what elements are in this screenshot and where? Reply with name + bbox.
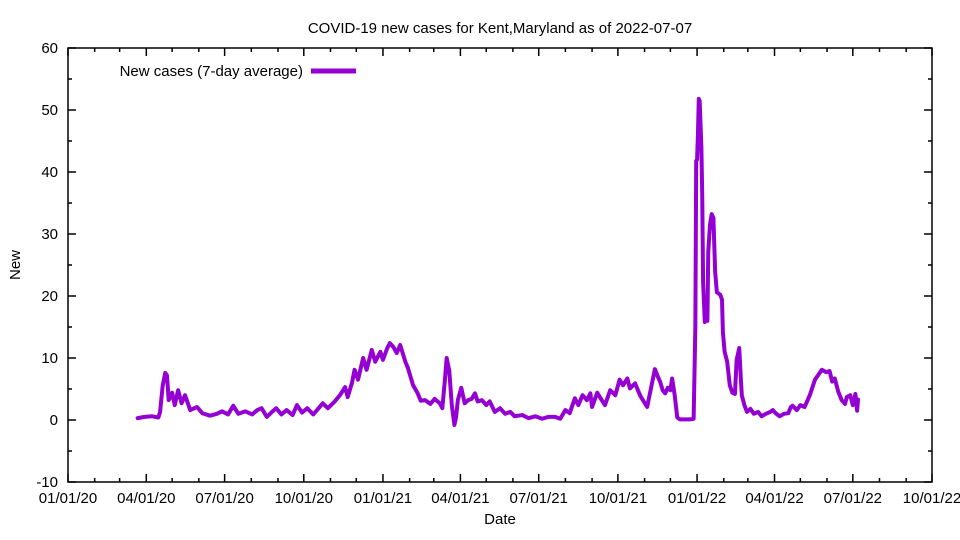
legend-label: New cases (7-day average) [120,63,303,80]
legend: New cases (7-day average) [120,63,356,80]
y-tick-label: -10 [36,474,58,491]
y-tick-label: 10 [41,350,58,367]
series-line [135,96,860,427]
x-axis-label: Date [484,511,516,528]
y-axis-label: New [7,250,24,280]
plot-border [67,47,933,483]
x-tick-label: 04/01/22 [745,490,803,507]
data-line-new-cases-7-day-average- [135,96,860,427]
axes: 01/01/20 04/01/20 07/01/20 10/01/20 01/01/21… [36,40,960,507]
y-tick-label: 50 [41,102,58,119]
y-tick-label: 40 [41,164,58,181]
x-tick-label: 04/01/20 [117,490,175,507]
x-tick-label: 01/01/21 [354,490,412,507]
x-tick-label: 07/01/21 [510,490,568,507]
y-tick-label: 0 [50,412,58,429]
x-tick-label: 07/01/20 [195,490,253,507]
x-tick-label: 10/01/20 [275,490,333,507]
x-tick-label: 07/01/22 [824,490,882,507]
x-tick-label: 10/01/22 [903,490,960,507]
y-tick-label: 30 [41,226,58,243]
y-tick-label: 60 [41,40,58,57]
x-tick-label: 01/01/20 [39,490,97,507]
x-tick-label: 10/01/21 [589,490,647,507]
x-tick-label: 01/01/22 [668,490,726,507]
x-tick-label: 04/01/21 [431,490,489,507]
chart-title: COVID-19 new cases for Kent,Maryland as … [308,20,692,37]
y-tick-label: 20 [41,288,58,305]
